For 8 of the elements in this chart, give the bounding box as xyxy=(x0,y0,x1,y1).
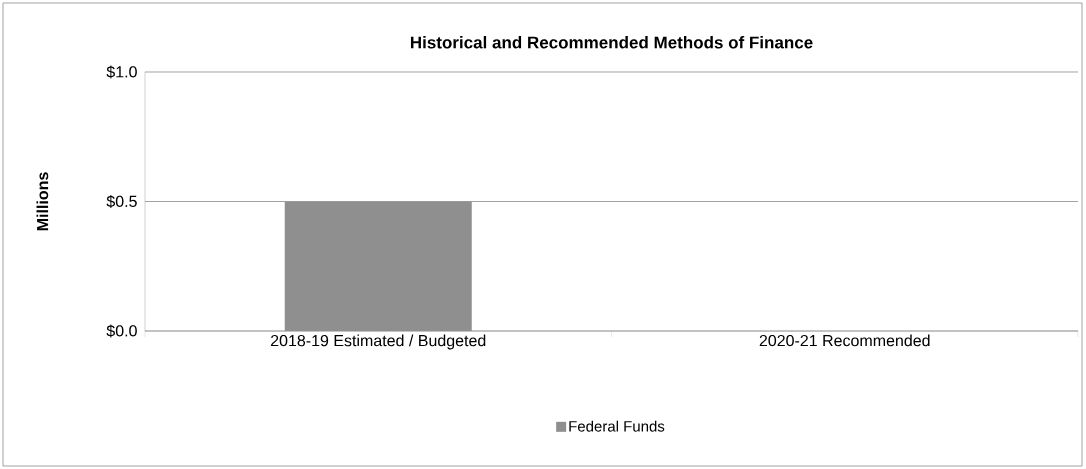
legend-label: Federal Funds xyxy=(569,420,665,432)
x-tick-label: 2020-21 Recommended xyxy=(759,334,930,347)
chart-title: Historical and Recommended Methods of Finance xyxy=(410,36,813,49)
y-tick-label: $0.5 xyxy=(106,195,137,208)
y-tick-label: $1.0 xyxy=(106,65,137,79)
x-tick-label: 2018-19 Estimated / Budgeted xyxy=(270,334,486,350)
y-tick-label: $0.0 xyxy=(106,324,137,338)
y-axis-title: Millions xyxy=(36,172,49,231)
